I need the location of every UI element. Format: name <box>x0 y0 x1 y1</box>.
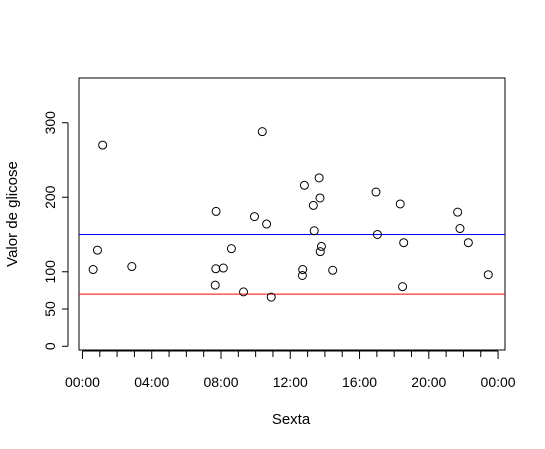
data-points <box>88 127 493 302</box>
data-point <box>328 265 338 275</box>
data-point <box>92 245 102 255</box>
data-point <box>239 287 249 297</box>
y-tick-label: 200 <box>42 185 58 209</box>
data-point <box>395 199 405 209</box>
data-point <box>315 193 325 203</box>
x-axis: 00:00 04:00 08:00 12:00 16:00 20:00 00:00 <box>65 350 516 390</box>
y-tick-label: 50 <box>42 301 58 317</box>
data-point <box>88 265 98 275</box>
data-point <box>453 207 463 217</box>
data-point <box>315 247 325 257</box>
data-point <box>226 244 236 254</box>
y-tick-label: 0 <box>42 342 58 350</box>
data-point <box>211 206 221 216</box>
y-tick-label: 300 <box>42 111 58 135</box>
data-point <box>210 280 220 290</box>
x-tick-label: 00:00 <box>481 374 516 390</box>
data-point <box>127 262 137 272</box>
x-tick-label: 04:00 <box>134 374 169 390</box>
x-axis-label: Sexta <box>272 411 311 428</box>
x-tick-label: 20:00 <box>411 374 446 390</box>
data-point <box>299 180 309 190</box>
data-point <box>455 224 465 234</box>
data-point <box>309 226 319 236</box>
data-point <box>98 140 108 150</box>
x-tick-label: 16:00 <box>342 374 377 390</box>
data-point <box>297 270 307 280</box>
data-point <box>218 263 228 273</box>
y-axis: 0 50 100 200 300 <box>42 111 69 350</box>
data-point <box>398 282 408 292</box>
y-axis-label: Valor de glicose <box>4 161 21 267</box>
data-point <box>371 187 381 197</box>
data-point <box>372 229 382 239</box>
data-point <box>262 219 272 229</box>
x-tick-label: 00:00 <box>65 374 100 390</box>
data-point <box>316 241 326 251</box>
x-tick-label: 08:00 <box>203 374 238 390</box>
data-point <box>399 238 409 248</box>
data-point <box>298 265 308 275</box>
data-point <box>483 270 493 280</box>
data-point <box>314 173 324 183</box>
data-point <box>266 292 276 302</box>
data-point <box>463 238 473 248</box>
x-tick-label: 12:00 <box>273 374 308 390</box>
data-point <box>308 200 318 210</box>
y-tick-label: 100 <box>42 260 58 284</box>
reference-lines <box>79 233 505 295</box>
plot-frame <box>78 77 506 351</box>
data-point <box>249 212 259 222</box>
data-point <box>257 127 267 137</box>
